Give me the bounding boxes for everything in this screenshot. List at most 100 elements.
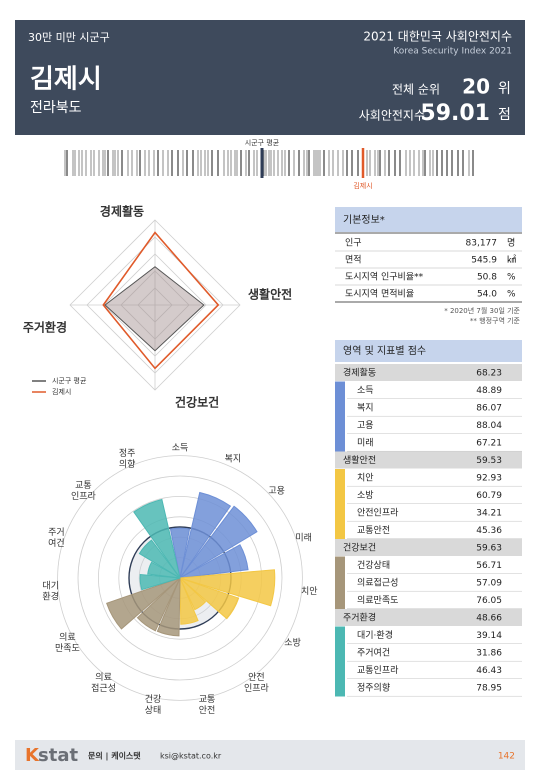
legend-label: 김제시 (52, 388, 71, 396)
info-label: 도시지역 면적비율 (345, 288, 414, 300)
rose-label: 접근성 (91, 682, 116, 694)
score-label: 사회안전지수 (359, 109, 425, 123)
domain-row (335, 364, 522, 381)
indicator-color (335, 644, 345, 662)
contact-email: ksi@kstat.co.kr (160, 752, 222, 761)
rose-label: 의료 (95, 672, 112, 683)
indicator-score: 78.95 (476, 683, 502, 693)
indicator-color (335, 416, 345, 434)
table-header (335, 340, 522, 362)
contact-label: 문의 | 케이스탯 (88, 751, 141, 761)
rose-label: 상태 (145, 705, 162, 716)
radar-axis-label: 생활안전 (248, 287, 292, 302)
radar-axis-label: 건강보건 (175, 395, 219, 410)
domain-row (335, 609, 522, 626)
rose-label: 의향 (119, 458, 136, 470)
rose-label: 교통 (199, 694, 216, 705)
indicator-color (335, 556, 345, 574)
rose-wedge (136, 577, 181, 632)
legend-label: 시군구 평균 (52, 376, 87, 385)
info-unit: 명 (507, 238, 515, 249)
radar-axis-label: 경제활동 (100, 204, 144, 219)
rose-wedge (106, 577, 181, 630)
indicator-name: 교통안전 (357, 525, 390, 536)
city-label: 김제시 (353, 182, 372, 190)
radar-axis-label: 주거환경 (23, 320, 67, 335)
domain-score: 59.63 (476, 543, 502, 553)
info-label: 도시지역 인구비율** (345, 272, 424, 283)
indicator-color (335, 434, 345, 452)
rose-wedge (179, 577, 207, 611)
info-label: 면적 (345, 254, 362, 266)
logo-k: K (25, 745, 40, 766)
indicator-name: 주거여건 (357, 646, 390, 658)
info-unit: % (507, 273, 516, 283)
rose-wedge (139, 573, 181, 591)
rose-wedge (179, 505, 258, 579)
indicator-name: 소득 (357, 385, 374, 396)
radar-series (104, 266, 205, 352)
rose-wedge (169, 527, 191, 579)
province-name: 전라북도 (30, 100, 82, 116)
rose-wedge (179, 577, 240, 620)
rank-label: 전체 순위 (392, 83, 440, 97)
rose-label: 안전 (199, 705, 216, 716)
score-unit: 점 (498, 107, 511, 123)
indicator-name: 정주의향 (357, 681, 390, 693)
indicator-name: 대기·환경 (357, 629, 393, 641)
indicator-name: 교통인프라 (357, 665, 399, 676)
indicator-name: 미래 (357, 437, 374, 448)
domain-row (335, 539, 522, 556)
info-unit: % (507, 290, 516, 300)
footer-bar (15, 740, 525, 770)
indicator-color (335, 381, 345, 399)
rose-label: 교통 (75, 480, 92, 491)
category-label: 30만 미만 시군구 (28, 31, 110, 44)
rose-label: 건강 (145, 694, 162, 705)
rose-ring (77, 475, 283, 681)
indicator-name: 치안 (357, 471, 374, 483)
domain-name: 주거환경 (343, 611, 376, 623)
indicator-name: 소방 (357, 490, 374, 501)
info-label: 인구 (345, 238, 362, 249)
rose-label: 복지 (225, 454, 242, 465)
domain-row (335, 451, 522, 469)
page-number: 142 (498, 752, 515, 762)
rose-wedge (179, 577, 199, 625)
rose-wedge (156, 577, 181, 637)
rose-wedge (147, 561, 181, 579)
domain-score: 68.23 (476, 368, 502, 378)
rose-label: 소득 (172, 443, 189, 454)
indicator-score: 86.07 (476, 403, 502, 413)
rose-wedge (179, 491, 232, 579)
indicator-score: 48.89 (476, 386, 502, 396)
indicator-name: 복지 (357, 402, 374, 413)
info-value: 50.8 (477, 273, 497, 283)
rose-label: 고용 (268, 486, 285, 497)
rose-label: 인프라 (71, 491, 97, 502)
domain-score: 48.66 (476, 613, 502, 623)
rose-label: 미래 (295, 532, 312, 543)
rose-wedge (138, 539, 181, 579)
domain-name: 경제활동 (343, 366, 376, 378)
table-title: 기본정보* (343, 214, 385, 226)
indicator-score: 31.86 (476, 648, 502, 658)
indicator-score: 39.14 (476, 631, 502, 641)
indicator-color (335, 469, 345, 487)
rose-label: 치안 (301, 585, 318, 597)
rose-label: 환경 (42, 591, 59, 603)
rose-label: 의료 (59, 632, 76, 643)
domain-name: 건강보건 (343, 542, 376, 553)
score-value: 59.01 (420, 101, 490, 126)
rose-ring (57, 455, 303, 701)
rose-label: 소방 (284, 638, 301, 649)
indicator-score: 34.21 (476, 508, 502, 518)
info-value: 83,177 (466, 239, 498, 249)
rose-label: 대기 (42, 581, 59, 592)
header-box (15, 20, 525, 135)
info-note: * 2020년 7월 30일 기준 (444, 306, 520, 315)
rose-wedge (133, 498, 181, 579)
indicator-color (335, 626, 345, 644)
